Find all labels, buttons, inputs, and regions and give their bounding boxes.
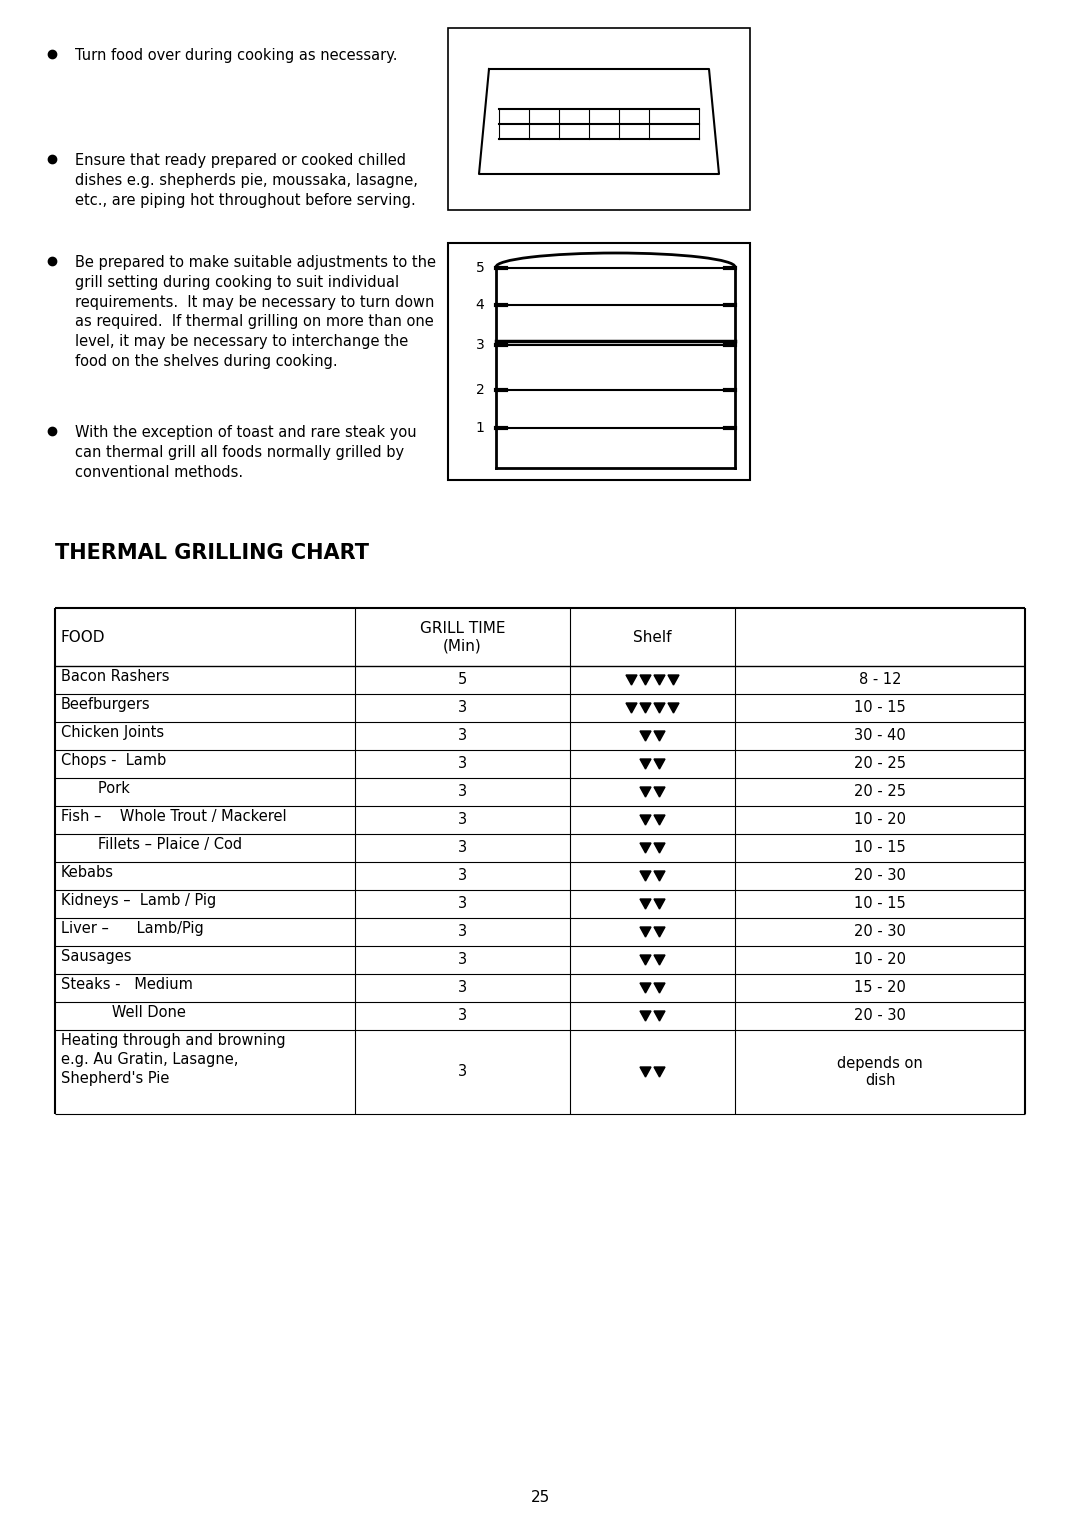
Text: Chicken Joints: Chicken Joints [60,724,164,740]
Polygon shape [654,675,665,685]
Text: Shelf: Shelf [633,630,672,645]
Text: 8 - 12: 8 - 12 [859,672,901,688]
Polygon shape [654,898,665,909]
Polygon shape [640,927,651,937]
Polygon shape [654,787,665,798]
Polygon shape [654,983,665,993]
Polygon shape [626,675,637,685]
Text: Fish –    Whole Trout / Mackerel: Fish – Whole Trout / Mackerel [60,808,286,824]
Polygon shape [654,843,665,853]
Text: 3: 3 [458,1065,467,1079]
Text: 5: 5 [475,261,484,275]
Text: 3: 3 [458,729,467,744]
Text: 20 - 30: 20 - 30 [854,1008,906,1024]
Text: 10 - 15: 10 - 15 [854,897,906,912]
Polygon shape [640,759,651,769]
Text: 3: 3 [458,1008,467,1024]
Text: Liver –      Lamb/Pig: Liver – Lamb/Pig [60,921,204,937]
Polygon shape [626,703,637,714]
Text: 3: 3 [458,700,467,715]
Polygon shape [654,1012,665,1021]
Text: Bacon Rashers: Bacon Rashers [60,669,170,685]
Text: 3: 3 [458,784,467,799]
Text: FOOD: FOOD [60,630,106,645]
Polygon shape [640,1012,651,1021]
Text: 10 - 20: 10 - 20 [854,813,906,828]
Polygon shape [640,871,651,882]
Polygon shape [640,703,651,714]
Text: Chops -  Lamb: Chops - Lamb [60,753,166,769]
Text: 10 - 15: 10 - 15 [854,700,906,715]
Polygon shape [640,1067,651,1077]
Polygon shape [640,898,651,909]
Text: 20 - 25: 20 - 25 [854,756,906,772]
Text: Heating through and browning
e.g. Au Gratin, Lasagne,
Shepherd's Pie: Heating through and browning e.g. Au Gra… [60,1033,285,1086]
Text: 30 - 40: 30 - 40 [854,729,906,744]
Polygon shape [654,955,665,966]
Text: Beefburgers: Beefburgers [60,697,150,712]
Text: 3: 3 [458,952,467,967]
Polygon shape [669,675,679,685]
Text: GRILL TIME
(Min): GRILL TIME (Min) [420,620,505,652]
Text: 3: 3 [458,756,467,772]
Polygon shape [640,814,651,825]
Polygon shape [640,983,651,993]
Text: Well Done: Well Done [60,1005,186,1021]
Text: Pork: Pork [60,781,130,796]
Text: 1: 1 [475,422,485,435]
Polygon shape [640,675,651,685]
Polygon shape [640,730,651,741]
Polygon shape [654,814,665,825]
Text: 10 - 15: 10 - 15 [854,840,906,856]
Text: 4: 4 [475,298,484,312]
Polygon shape [654,730,665,741]
Polygon shape [640,787,651,798]
Text: Steaks -   Medium: Steaks - Medium [60,976,193,992]
Polygon shape [654,703,665,714]
Bar [448,28,750,209]
Text: 15 - 20: 15 - 20 [854,981,906,996]
Polygon shape [640,843,651,853]
Polygon shape [654,1067,665,1077]
Text: With the exception of toast and rare steak you
can thermal grill all foods norma: With the exception of toast and rare ste… [75,425,417,480]
Text: 3: 3 [458,813,467,828]
Polygon shape [654,759,665,769]
Text: 5: 5 [458,672,468,688]
Text: 3: 3 [458,897,467,912]
Text: 20 - 30: 20 - 30 [854,868,906,883]
Text: depends on
dish: depends on dish [837,1056,923,1088]
Text: 3: 3 [458,840,467,856]
Text: 20 - 30: 20 - 30 [854,924,906,940]
Text: 10 - 20: 10 - 20 [854,952,906,967]
Text: 3: 3 [475,338,484,351]
Text: Turn food over during cooking as necessary.: Turn food over during cooking as necessa… [75,47,397,63]
Text: Fillets – Plaice / Cod: Fillets – Plaice / Cod [60,837,242,853]
Text: Sausages: Sausages [60,949,132,964]
Polygon shape [640,955,651,966]
Text: THERMAL GRILLING CHART: THERMAL GRILLING CHART [55,542,369,562]
Text: 25: 25 [530,1490,550,1505]
Text: 3: 3 [458,924,467,940]
Text: 2: 2 [475,384,484,397]
Text: Kebabs: Kebabs [60,865,114,880]
Text: Be prepared to make suitable adjustments to the
grill setting during cooking to : Be prepared to make suitable adjustments… [75,255,436,368]
Bar [448,243,750,480]
Polygon shape [654,927,665,937]
Text: Ensure that ready prepared or cooked chilled
dishes e.g. shepherds pie, moussaka: Ensure that ready prepared or cooked chi… [75,153,418,208]
Polygon shape [669,703,679,714]
Polygon shape [654,871,665,882]
Text: 3: 3 [458,981,467,996]
Text: Kidneys –  Lamb / Pig: Kidneys – Lamb / Pig [60,892,216,908]
Text: 3: 3 [458,868,467,883]
Text: 20 - 25: 20 - 25 [854,784,906,799]
